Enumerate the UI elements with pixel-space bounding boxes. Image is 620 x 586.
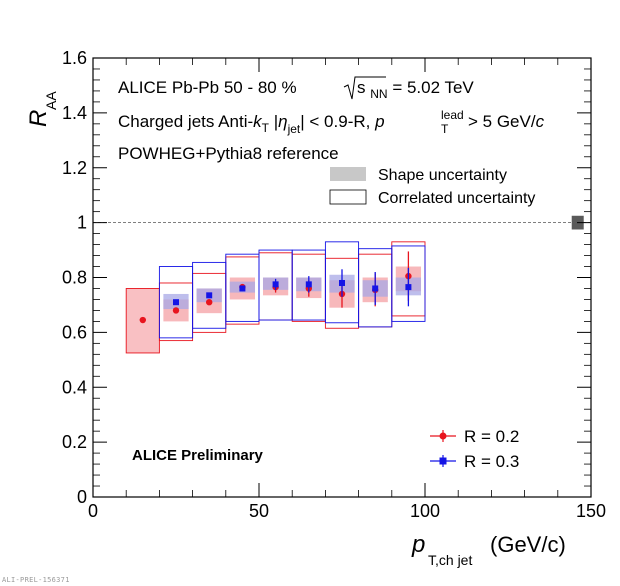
y-tick-label-2: 0.4 (62, 377, 87, 397)
figure-id: ALI-PREL-156371 (2, 576, 70, 584)
x-axis-title: p T,ch jet (GeV/c) (411, 531, 566, 568)
x-tick-label-1: 50 (249, 501, 269, 521)
y-axis-title: R AA (25, 91, 59, 127)
point-r02-1 (172, 307, 180, 314)
annotation-t-sub: T (441, 122, 449, 136)
annotation-line-1: ALICE Pb-Pb 50 - 80 % (118, 78, 297, 97)
corr-box-r03-7 (391, 245, 426, 322)
svg-text:AA: AA (43, 91, 59, 110)
point-r03-5 (339, 279, 345, 286)
point-r03-6 (372, 285, 379, 292)
point-r03-2 (239, 285, 246, 292)
x-tick-label-0: 0 (88, 501, 98, 521)
y-tick-label-6: 1.2 (62, 158, 87, 178)
y-tick-label-8: 1.6 (62, 48, 87, 68)
legend-corr-label: Correlated uncertainty (378, 190, 535, 207)
y-tick-label-5: 1 (77, 213, 87, 233)
y-tick-label-4: 0.8 (62, 268, 87, 288)
y-tick-label-1: 0.2 (62, 432, 87, 452)
legend-shape-swatch (330, 167, 366, 181)
legend-corr-swatch (329, 189, 367, 205)
legend-entry-r02: R = 0.2 (430, 427, 519, 446)
sqrt-symbol (343, 76, 386, 100)
preliminary-label: ALICE Preliminary (132, 447, 264, 464)
annotation-line-3: POWHEG+Pythia8 reference (118, 144, 339, 163)
svg-text:R: R (25, 110, 52, 127)
point-r03-7 (405, 284, 412, 291)
x-tick-label-2: 100 (410, 501, 440, 521)
annotation-line-2-end: > 5 GeV/c (468, 112, 545, 131)
svg-text:p: p (411, 531, 425, 558)
annotation-line-2: Charged jets Anti-kT |ηjet| < 0.9-R, p (118, 112, 385, 136)
legend-r02-label: R = 0.2 (464, 427, 519, 446)
point-r03-4 (305, 281, 312, 288)
point-r03-1 (206, 292, 213, 299)
legend-entry-r03: R = 0.3 (430, 452, 519, 471)
point-r03-0 (173, 299, 179, 306)
x-tick-label-3: 150 (576, 501, 606, 521)
legend-r03-label: R = 0.3 (464, 452, 519, 471)
annotation-lead-sup: lead (441, 108, 464, 122)
legend-shape-label: Shape uncertainty (378, 167, 507, 184)
point-r02-2 (206, 298, 213, 306)
y-tick-label-3: 0.6 (62, 322, 87, 342)
annotation-sqrt-s: s NN = 5.02 TeV (357, 78, 474, 102)
point-r03-3 (272, 281, 279, 288)
y-tick-label-7: 1.4 (62, 103, 87, 123)
svg-text:(GeV/c): (GeV/c) (490, 532, 566, 557)
svg-text:T,ch jet: T,ch jet (428, 552, 472, 568)
y-tick-label-0: 0 (77, 487, 87, 507)
point-r02-0 (139, 316, 146, 324)
